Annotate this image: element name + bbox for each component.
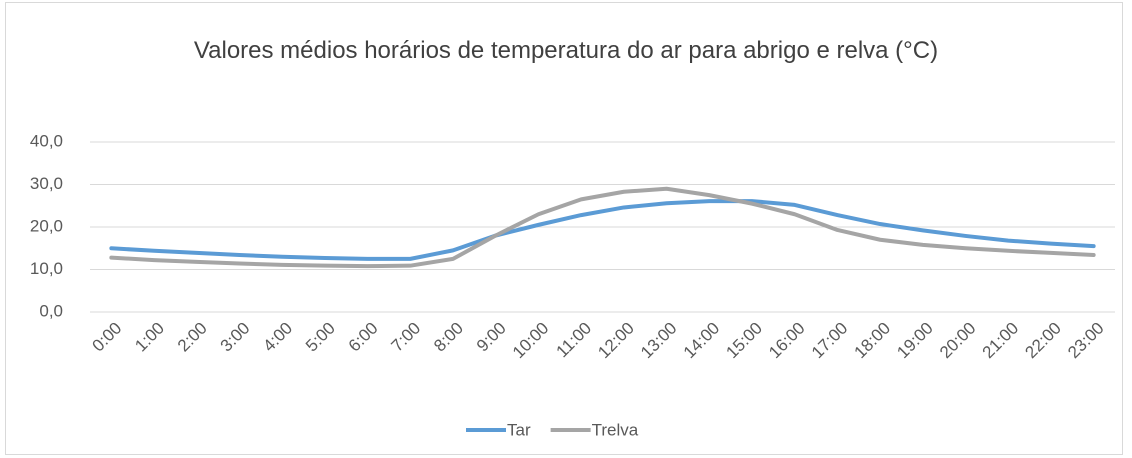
series-line (109, 199, 1096, 261)
series-line (109, 186, 1096, 269)
chart-border (5, 2, 1123, 455)
legend-label: Trelva (592, 420, 639, 439)
y-tick-label: 10,0 (30, 259, 63, 278)
chart-title: Valores médios horários de temperatura d… (194, 37, 938, 64)
y-tick-label: 30,0 (30, 174, 63, 193)
y-tick-label: 20,0 (30, 216, 63, 235)
y-tick-label: 40,0 (30, 131, 63, 150)
legend-label: Tar (507, 420, 531, 439)
y-tick-label: 0,0 (39, 301, 63, 320)
